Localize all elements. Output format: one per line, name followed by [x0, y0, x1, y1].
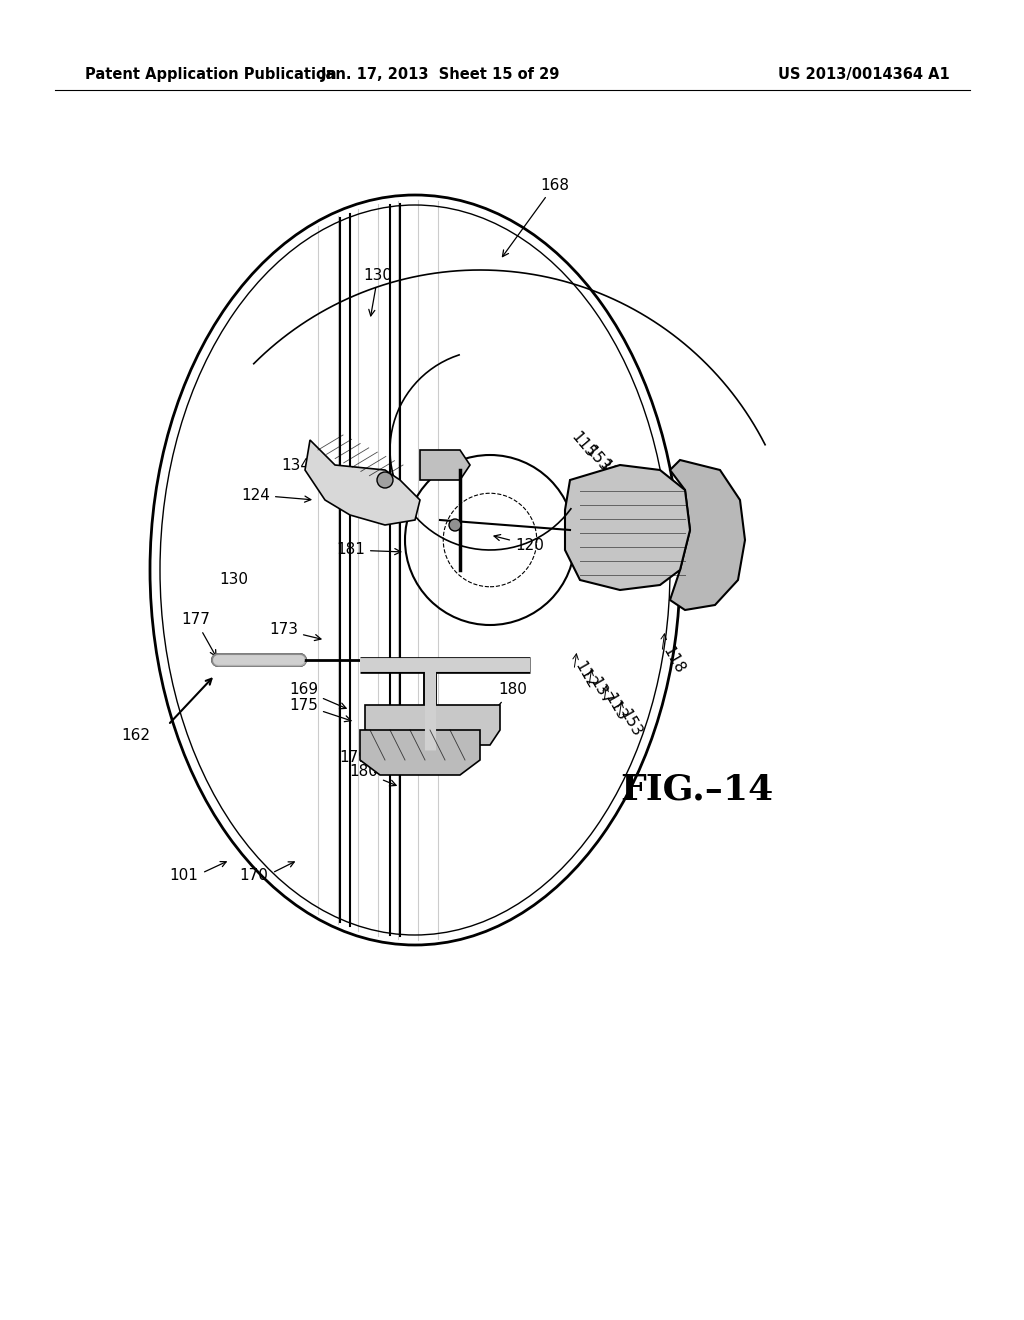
- Text: 181: 181: [336, 543, 400, 557]
- Polygon shape: [305, 440, 420, 525]
- Text: 179: 179: [339, 750, 381, 774]
- Text: Patent Application Publication: Patent Application Publication: [85, 67, 337, 82]
- Text: 101: 101: [169, 867, 198, 883]
- Text: 170: 170: [240, 867, 268, 883]
- Text: 173: 173: [269, 623, 321, 640]
- Text: 118: 118: [660, 644, 687, 676]
- Text: 180: 180: [349, 764, 396, 785]
- Text: 162: 162: [121, 727, 150, 742]
- Text: 103: 103: [610, 471, 640, 503]
- Text: FIG.–14: FIG.–14: [620, 774, 773, 807]
- Text: 134: 134: [281, 458, 341, 477]
- Text: 124: 124: [241, 487, 311, 503]
- Text: 113: 113: [602, 690, 630, 723]
- Text: Jan. 17, 2013  Sheet 15 of 29: Jan. 17, 2013 Sheet 15 of 29: [321, 67, 560, 82]
- Text: 153: 153: [582, 444, 612, 475]
- Text: 130: 130: [219, 573, 248, 587]
- Polygon shape: [670, 459, 745, 610]
- Circle shape: [377, 473, 393, 488]
- Polygon shape: [420, 450, 470, 480]
- Polygon shape: [365, 705, 500, 744]
- Text: 120: 120: [494, 535, 544, 553]
- Text: 168: 168: [503, 177, 569, 256]
- Text: 180: 180: [493, 682, 527, 711]
- Polygon shape: [565, 465, 690, 590]
- Circle shape: [449, 519, 461, 531]
- Text: 130: 130: [364, 268, 392, 315]
- Text: 112: 112: [572, 659, 599, 692]
- Text: US 2013/0014364 A1: US 2013/0014364 A1: [778, 67, 950, 82]
- Text: 175: 175: [289, 697, 351, 722]
- Text: 153: 153: [617, 706, 644, 739]
- Text: 114: 114: [596, 457, 626, 488]
- Text: 169: 169: [289, 682, 346, 709]
- Polygon shape: [360, 730, 480, 775]
- Text: 137: 137: [587, 675, 614, 708]
- Text: 177: 177: [181, 612, 216, 656]
- Text: 115: 115: [568, 429, 598, 461]
